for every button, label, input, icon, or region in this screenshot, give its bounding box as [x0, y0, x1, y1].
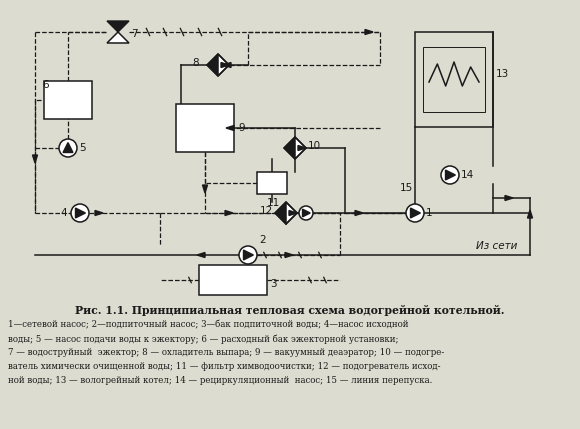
- Text: 14: 14: [461, 170, 474, 180]
- Circle shape: [441, 166, 459, 184]
- Polygon shape: [207, 54, 218, 76]
- Text: 11: 11: [267, 198, 280, 208]
- Polygon shape: [107, 21, 129, 32]
- Text: Рис. 1.1. Принципиальная тепловая схема водогрейной котельной.: Рис. 1.1. Принципиальная тепловая схема …: [75, 305, 505, 316]
- Bar: [415, 32, 493, 127]
- Text: 2: 2: [259, 235, 266, 245]
- Polygon shape: [298, 145, 306, 151]
- Polygon shape: [411, 208, 420, 218]
- Text: воды; 5 — насос подачи воды к эжектору; 6 — расходный бак эжекторной установки;: воды; 5 — насос подачи воды к эжектору; …: [8, 334, 398, 344]
- Polygon shape: [285, 253, 293, 257]
- Text: 9: 9: [238, 123, 245, 133]
- Text: Из сети: Из сети: [476, 241, 517, 251]
- Circle shape: [71, 204, 89, 222]
- Bar: [199, 265, 267, 295]
- Polygon shape: [197, 253, 205, 257]
- Circle shape: [59, 139, 77, 157]
- Circle shape: [406, 204, 424, 222]
- Polygon shape: [505, 196, 513, 200]
- Text: 5: 5: [79, 143, 86, 153]
- Polygon shape: [218, 54, 229, 76]
- Polygon shape: [289, 211, 297, 215]
- Bar: [176, 104, 234, 152]
- Polygon shape: [365, 30, 373, 34]
- Polygon shape: [244, 250, 253, 260]
- Bar: [423, 47, 485, 112]
- Text: 10: 10: [308, 141, 321, 151]
- Polygon shape: [445, 170, 455, 180]
- Bar: [257, 172, 287, 194]
- Text: 12: 12: [260, 206, 273, 216]
- Polygon shape: [63, 142, 73, 152]
- Text: ной воды; 13 — вологрейный котел; 14 — рециркуляционный  насос; 15 — линия переп: ной воды; 13 — вологрейный котел; 14 — р…: [8, 376, 432, 385]
- Polygon shape: [284, 137, 295, 159]
- Polygon shape: [303, 209, 310, 217]
- Polygon shape: [75, 208, 85, 218]
- Text: 3: 3: [270, 279, 277, 289]
- Text: 4: 4: [60, 208, 67, 218]
- Polygon shape: [275, 202, 286, 224]
- Polygon shape: [221, 63, 229, 67]
- Polygon shape: [202, 185, 208, 193]
- Circle shape: [299, 206, 313, 220]
- Text: 15: 15: [400, 183, 413, 193]
- Polygon shape: [286, 202, 297, 224]
- Polygon shape: [295, 137, 306, 159]
- Text: 7: 7: [131, 29, 137, 39]
- Circle shape: [239, 246, 257, 264]
- Polygon shape: [226, 126, 234, 130]
- Text: 13: 13: [496, 69, 509, 79]
- Text: 1—сетевой насос; 2—подпиточный насос; 3—бак подпиточной воды; 4—насос исходной: 1—сетевой насос; 2—подпиточный насос; 3—…: [8, 320, 408, 329]
- Text: 7 — водоструйный  эжектор; 8 — охладитель выпара; 9 — вакуумный деаэратор; 10 — : 7 — водоструйный эжектор; 8 — охладитель…: [8, 348, 444, 357]
- Polygon shape: [355, 211, 363, 215]
- Bar: [44, 81, 92, 119]
- Polygon shape: [107, 32, 129, 43]
- Polygon shape: [95, 211, 103, 215]
- Text: ватель химически очищенной воды; 11 — фильтр химводоочистки; 12 — подогреватель : ватель химически очищенной воды; 11 — фи…: [8, 362, 440, 371]
- Polygon shape: [527, 210, 532, 218]
- Text: 6: 6: [42, 80, 49, 90]
- Polygon shape: [225, 211, 233, 215]
- Text: 8: 8: [192, 58, 198, 68]
- Polygon shape: [32, 155, 38, 163]
- Text: 1: 1: [426, 208, 433, 218]
- Polygon shape: [223, 63, 231, 67]
